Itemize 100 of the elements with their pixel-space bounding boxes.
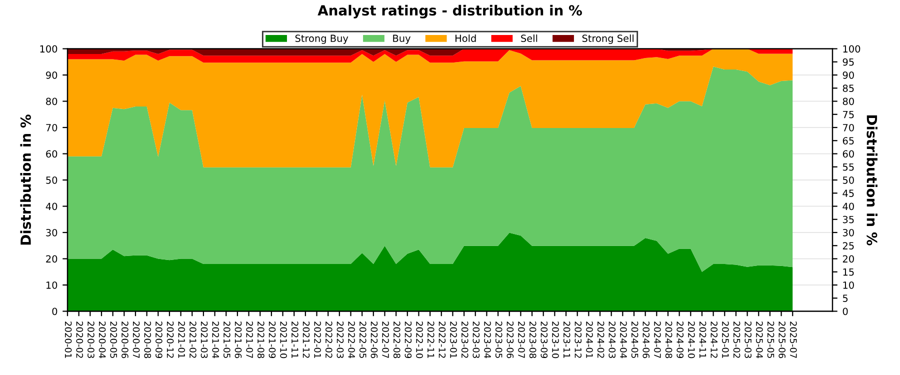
x-tick-label: 2022-07: [382, 322, 389, 358]
x-tick-label: 2024-09: [676, 322, 684, 358]
y2-axis-title: Distribution in %: [866, 115, 878, 246]
x-tick-label: 2023-06: [506, 322, 514, 358]
legend-label: Strong Buy: [295, 34, 348, 44]
y-axis-title: Distribution in %: [20, 114, 31, 245]
x-tick-label: 2021-07: [246, 322, 253, 358]
x-tick-label: 2023-10: [552, 322, 559, 358]
y2-tick-label: 80: [842, 98, 854, 106]
y2-tick-label: 20: [842, 255, 854, 263]
x-tick-label: 2024-01: [586, 322, 593, 358]
y2-tick-label: 35: [842, 216, 854, 224]
x-tick-label: 2022-03: [336, 322, 344, 358]
x-tick-label: 2021-08: [257, 322, 264, 358]
x-tick-label: 2020-05: [110, 322, 118, 358]
y-tick-label: 0: [52, 308, 58, 316]
x-tick-label: 2022-04: [348, 322, 355, 358]
y2-tick-label: 65: [842, 137, 854, 144]
x-tick-label: 2021-06: [234, 322, 242, 358]
legend-label: Buy: [393, 34, 411, 44]
x-tick-label: 2022-08: [393, 322, 400, 358]
x-tick-label: 2024-06: [642, 322, 650, 358]
x-tick-label: 2022-02: [325, 322, 332, 358]
x-tick-label: 2021-03: [200, 322, 208, 358]
y2-tick-label: 10: [843, 281, 854, 289]
legend-label: Hold: [456, 34, 476, 42]
y2-tick-label: 50: [842, 176, 854, 184]
x-tick-label: 2022-09: [404, 322, 412, 358]
y2-tick-label: 15: [843, 268, 854, 276]
y2-tick-label: 60: [842, 150, 854, 158]
y2-tick-label: 75: [843, 110, 854, 118]
y-tick-label: 30: [46, 228, 58, 236]
y-tick-label: 70: [46, 124, 58, 132]
y2-tick-label: 45: [842, 190, 854, 197]
y2-tick-label: 0: [842, 308, 848, 316]
x-tick-label: 2024-03: [608, 322, 616, 358]
y-tick-label: 20: [46, 255, 58, 263]
x-tick-label: 2020-03: [88, 322, 94, 358]
x-tick-label: 2023-08: [529, 322, 536, 358]
y2-tick-label: 25: [842, 242, 854, 250]
x-tick-label: 2022-10: [416, 322, 423, 358]
x-tick-label: 2024-10: [688, 322, 695, 358]
x-tick-label: 2022-05: [359, 322, 366, 358]
x-tick-label: 2023-05: [495, 322, 502, 358]
x-tick-label: 2021-05: [224, 322, 230, 358]
x-tick-label: 2024-07: [654, 322, 661, 358]
x-tick-label: 2020-12: [166, 322, 174, 358]
x-tick-label: 2023-02: [461, 322, 468, 358]
x-tick-label: 2021-02: [190, 322, 196, 358]
y2-tick-label: 85: [842, 84, 854, 92]
y2-tick-label: 95: [842, 58, 854, 66]
x-tick-label: 2020-09: [156, 322, 162, 358]
y2-tick-label: 70: [843, 124, 854, 132]
y-tick-label: 60: [46, 150, 58, 158]
x-tick-label: 2023-09: [540, 322, 548, 358]
x-tick-label: 2025-05: [767, 322, 774, 358]
y-tick-label: 90: [46, 71, 58, 79]
y-tick-label: 100: [40, 45, 58, 53]
x-tick-label: 2022-11: [427, 322, 434, 358]
x-tick-label: 2021-09: [268, 322, 276, 358]
x-tick-label: 2020-07: [132, 322, 140, 358]
x-tick-label: 2025-03: [744, 322, 752, 358]
x-tick-label: 2020-02: [76, 322, 84, 358]
y2-tick-label: 100: [843, 45, 860, 53]
x-tick-label: 2024-08: [665, 322, 672, 358]
y2-tick-label: 40: [842, 202, 854, 210]
x-tick-label: 2021-11: [291, 322, 298, 358]
y-tick-label: 10: [46, 281, 58, 289]
x-tick-label: 2023-12: [574, 322, 582, 358]
x-tick-label: 2023-11: [563, 322, 570, 358]
x-tick-label: 2022-06: [370, 322, 378, 358]
y2-tick-label: 5: [842, 294, 848, 302]
y-tick-label: 40: [46, 202, 58, 210]
x-tick-label: 2024-11: [699, 322, 706, 358]
x-tick-label: 2020-06: [122, 322, 128, 358]
x-tick-label: 2020-08: [144, 322, 152, 358]
x-tick-label: 2025-07: [790, 322, 797, 358]
x-tick-label: 2021-12: [302, 322, 310, 358]
x-tick-label: 2023-04: [484, 322, 491, 358]
y-tick-label: 80: [46, 98, 58, 106]
x-tick-label: 2024-05: [631, 322, 638, 358]
x-tick-label: 2025-02: [733, 322, 740, 358]
x-tick-label: 2023-01: [450, 322, 457, 358]
y2-tick-label: 55: [842, 163, 854, 171]
x-tick-label: 2021-01: [178, 322, 186, 358]
x-tick-label: 2025-06: [778, 322, 786, 358]
x-tick-label: 2021-04: [212, 322, 219, 358]
y-tick-label: 50: [46, 176, 58, 184]
legend-label: Strong Sell: [582, 34, 634, 44]
x-tick-label: 2024-12: [710, 322, 718, 358]
x-tick-label: 2022-12: [438, 322, 446, 358]
x-tick-label: 2023-07: [518, 322, 525, 358]
x-tick-label: 2024-04: [620, 322, 627, 358]
x-tick-label: 2020-01: [64, 322, 72, 358]
x-tick-label: 2023-03: [472, 322, 480, 358]
x-tick-label: 2024-02: [597, 322, 604, 358]
x-tick-label: 2021-10: [280, 322, 287, 358]
x-tick-label: 2025-01: [722, 322, 729, 358]
chart-title: Analyst ratings - distribution in %: [318, 4, 582, 18]
x-tick-label: 2020-04: [98, 322, 106, 358]
